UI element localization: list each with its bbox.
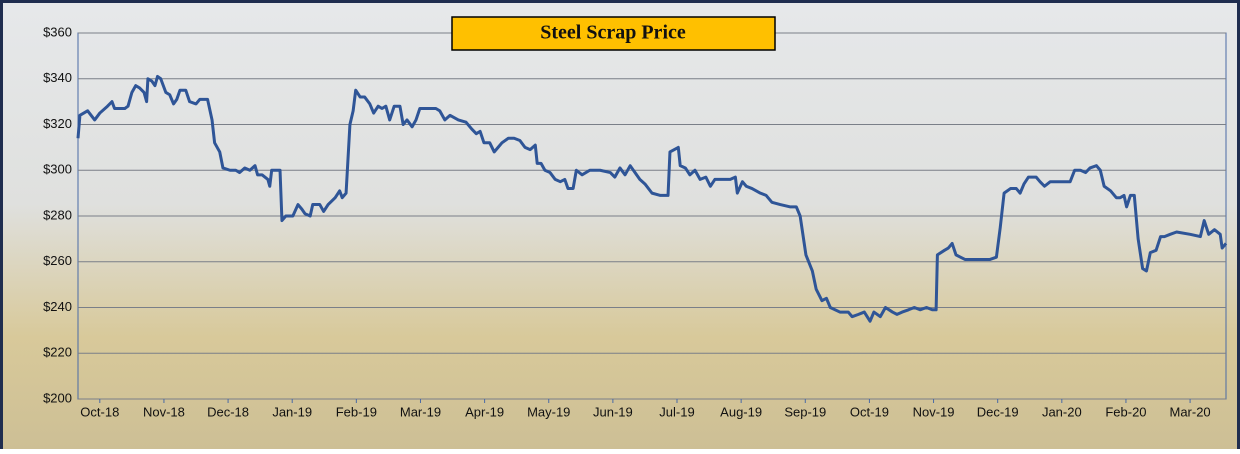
x-tick-label: Oct-19 <box>850 404 889 419</box>
x-tick-label: Mar-20 <box>1169 404 1210 419</box>
page: {"chart_data": {"type": "line", "title":… <box>0 0 1240 449</box>
x-tick-label: Apr-19 <box>465 404 504 419</box>
x-tick-label: Jun-19 <box>593 404 633 419</box>
y-tick-label: $340 <box>43 70 72 85</box>
chart-title: Steel Scrap Price <box>540 22 686 44</box>
y-tick-label: $280 <box>43 207 72 222</box>
x-tick-label: Nov-19 <box>913 404 955 419</box>
x-tick-label: Jan-19 <box>272 404 312 419</box>
x-tick-label: Dec-18 <box>207 404 249 419</box>
x-tick-label: Feb-20 <box>1105 404 1146 419</box>
y-tick-label: $220 <box>43 345 72 360</box>
y-tick-label: $320 <box>43 116 72 131</box>
background <box>3 3 1237 449</box>
x-tick-label: Jan-20 <box>1042 404 1082 419</box>
y-tick-label: $360 <box>43 24 72 39</box>
chart: $200 $220 $240 $260 $280 $300 $320 $340 $360 Oct-… <box>0 0 1240 449</box>
y-tick-label: $240 <box>43 299 72 314</box>
y-tick-label: $260 <box>43 253 72 268</box>
x-tick-label: Feb-19 <box>336 404 377 419</box>
y-tick-label: $200 <box>43 390 72 405</box>
x-tick-label: Dec-19 <box>977 404 1019 419</box>
x-tick-label: Oct-18 <box>80 404 119 419</box>
x-tick-label: Sep-19 <box>784 404 826 419</box>
x-tick-label: Mar-19 <box>400 404 441 419</box>
x-tick-label: Nov-18 <box>143 404 185 419</box>
x-tick-label: May-19 <box>527 404 570 419</box>
x-tick-label: Jul-19 <box>659 404 694 419</box>
x-tick-label: Aug-19 <box>720 404 762 419</box>
y-tick-label: $300 <box>43 162 72 177</box>
